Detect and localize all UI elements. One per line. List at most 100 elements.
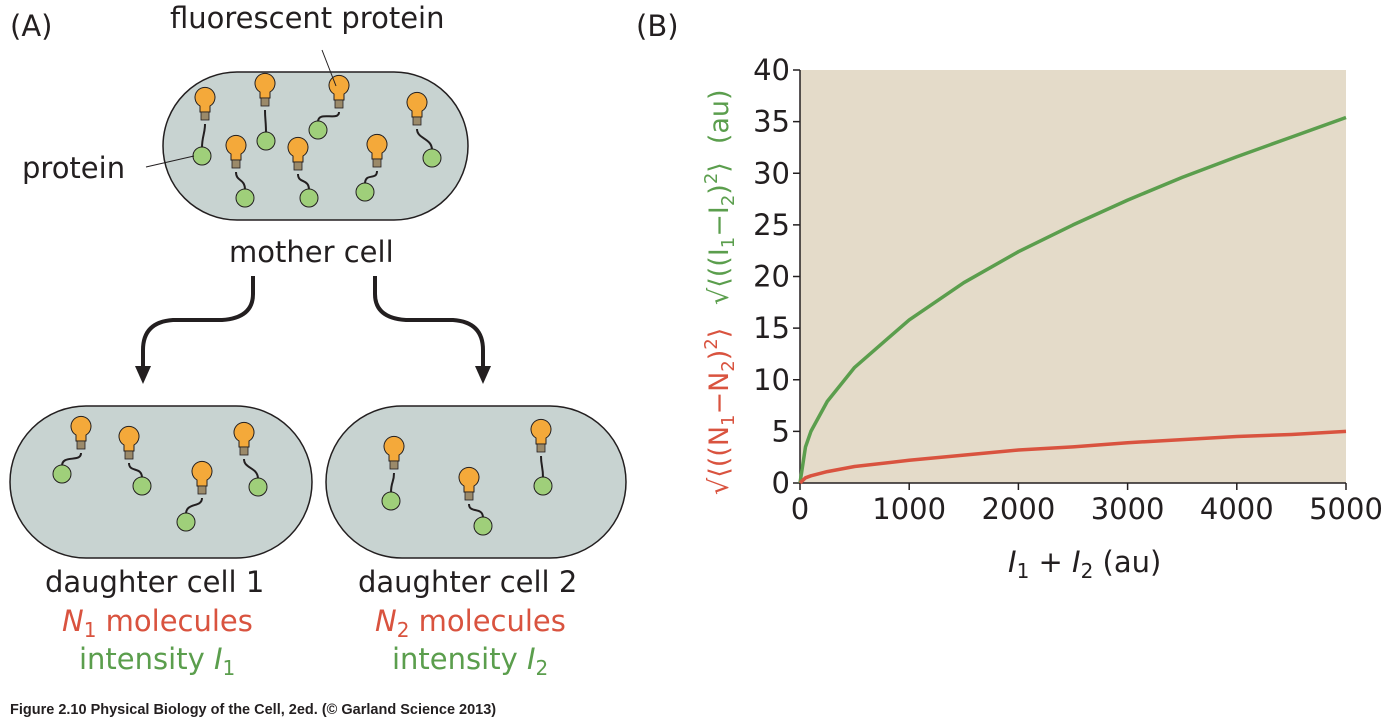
ylabel-red-close: ⟩ bbox=[704, 328, 735, 339]
y-tick-label: 20 bbox=[753, 260, 790, 294]
x-tick-label: 3000 bbox=[1091, 492, 1165, 526]
bulb-base bbox=[412, 116, 422, 126]
protein-tether bbox=[468, 503, 484, 519]
daughter-1-title: daughter cell 1 bbox=[45, 565, 264, 599]
y-tick-label: 10 bbox=[753, 363, 790, 397]
n2-var: N bbox=[375, 604, 397, 638]
protein-tether bbox=[243, 458, 259, 480]
series-line-red bbox=[798, 429, 1347, 485]
daughter-1-intensity: intensity I1 bbox=[79, 642, 235, 680]
ylabel-green-close: ⟩ bbox=[704, 162, 735, 173]
light-bulb-icon bbox=[383, 435, 405, 462]
ylabel-red-sup: 2 bbox=[701, 338, 722, 349]
x-tick-label: 5000 bbox=[1309, 492, 1383, 526]
protein-ball-icon bbox=[473, 516, 493, 536]
daughter-cell-1 bbox=[9, 405, 313, 559]
series-line-green bbox=[798, 115, 1347, 484]
xlabel-s2: 2 bbox=[1081, 559, 1094, 583]
protein-ball-icon bbox=[256, 131, 276, 151]
arrowhead-left bbox=[135, 366, 151, 384]
daughter-2-intensity: intensity I2 bbox=[392, 642, 548, 680]
i1-sub: 1 bbox=[223, 656, 236, 680]
y-tick-label: 40 bbox=[753, 53, 790, 87]
ylabel-green-b: −I bbox=[704, 206, 735, 237]
ylabel-green-text: √⟨((I1−I2)2⟩(au) bbox=[701, 89, 739, 305]
fluorescent-protein bbox=[225, 134, 255, 208]
protein-tether bbox=[416, 128, 433, 151]
protein-ball-icon bbox=[381, 491, 401, 511]
light-bulb-icon bbox=[118, 425, 140, 452]
fluorescent-protein bbox=[233, 421, 268, 497]
protein-ball-icon bbox=[52, 464, 72, 484]
fluorescent-protein bbox=[118, 425, 152, 496]
bulb-base bbox=[200, 111, 210, 121]
n2-sub: 2 bbox=[397, 618, 410, 642]
protein-ball-icon bbox=[422, 148, 442, 168]
bulb-base bbox=[239, 446, 249, 456]
protein-label: protein bbox=[22, 151, 125, 185]
n1-var: N bbox=[62, 604, 84, 638]
ylabel-red-text: √⟨((N1−N2)2⟩ bbox=[701, 328, 739, 495]
i1-var: I bbox=[214, 642, 223, 676]
xlabel-plus: + bbox=[1029, 545, 1072, 579]
light-bulb-icon bbox=[366, 133, 388, 160]
daughter-cell-1-body bbox=[9, 405, 313, 559]
xlabel-unit: (au) bbox=[1093, 545, 1161, 579]
figure-caption: Figure 2.10 Physical Biology of the Cell… bbox=[10, 702, 496, 718]
y-tick-label: 15 bbox=[753, 311, 790, 345]
bulb-base bbox=[231, 159, 241, 169]
caption-prefix: Figure 2.10 bbox=[10, 702, 87, 718]
panel-b-label: (B) bbox=[636, 9, 679, 43]
bulb-base bbox=[197, 485, 207, 495]
light-bulb-icon bbox=[530, 418, 552, 445]
fluorescent-protein bbox=[52, 415, 92, 484]
y-axis-label-red: √⟨((N1−N2)2⟩ bbox=[701, 328, 739, 495]
daughter-2-title: daughter cell 2 bbox=[358, 565, 577, 599]
mother-cell-proteins bbox=[192, 72, 442, 208]
y-tick-label: 35 bbox=[753, 105, 790, 139]
fluorescent-protein bbox=[287, 136, 319, 208]
fluorescent-protein bbox=[381, 435, 405, 511]
ylabel-red-s2: 2 bbox=[718, 360, 739, 371]
ylabel-green-sqrt: √⟨ bbox=[704, 277, 735, 305]
ylabel-red-sqrt: √⟨ bbox=[704, 467, 735, 495]
i1-text: intensity bbox=[79, 642, 214, 676]
daughter-cell-2 bbox=[325, 405, 627, 559]
plot-area bbox=[800, 70, 1346, 483]
protein-ball-icon bbox=[248, 477, 268, 497]
i2-sub: 2 bbox=[536, 656, 549, 680]
fluorescent-protein-label: fluorescent protein bbox=[170, 1, 444, 35]
arrow-to-daughter-2 bbox=[373, 276, 485, 368]
ylabel-red-s1: 1 bbox=[718, 415, 739, 426]
daughter-2-molecules: N2 molecules bbox=[375, 604, 566, 642]
bulb-base bbox=[124, 450, 134, 460]
ylabel-red-c: ) bbox=[704, 350, 735, 361]
x-tick-label: 1000 bbox=[872, 492, 946, 526]
daughter-1-molecules: N1 molecules bbox=[62, 604, 253, 642]
protein-tether bbox=[317, 111, 340, 123]
y-tick-label: 5 bbox=[772, 414, 790, 448]
protein-ball-icon bbox=[176, 512, 196, 532]
protein-ball-icon bbox=[533, 476, 553, 496]
light-bulb-icon bbox=[194, 86, 216, 113]
protein-tether bbox=[390, 472, 395, 494]
fluorescent-protein bbox=[192, 86, 216, 166]
light-bulb-icon bbox=[191, 460, 213, 487]
bulb-base bbox=[372, 158, 382, 168]
chart: 0 5 10 15 20 25 30 35 40 0 1000 2000 3000 4000 5000 I… bbox=[701, 53, 1383, 583]
protein-tether bbox=[128, 462, 143, 479]
fluorescent-protein bbox=[530, 418, 553, 496]
ylabel-green-s1: 1 bbox=[718, 237, 739, 248]
bulb-base bbox=[260, 97, 270, 107]
n1-sub: 1 bbox=[84, 618, 97, 642]
protein-ball-icon bbox=[192, 146, 212, 166]
y-ticks: 0 5 10 15 20 25 30 35 40 bbox=[753, 53, 800, 500]
protein-tether bbox=[264, 109, 267, 134]
x-tick-label: 2000 bbox=[981, 492, 1055, 526]
fluorescent-protein bbox=[406, 91, 442, 168]
protein-tether bbox=[297, 173, 310, 191]
bulb-base bbox=[293, 161, 303, 171]
ylabel-red-a: ((N bbox=[704, 426, 735, 467]
n2-text: molecules bbox=[409, 604, 565, 638]
bulb-base bbox=[334, 99, 344, 109]
